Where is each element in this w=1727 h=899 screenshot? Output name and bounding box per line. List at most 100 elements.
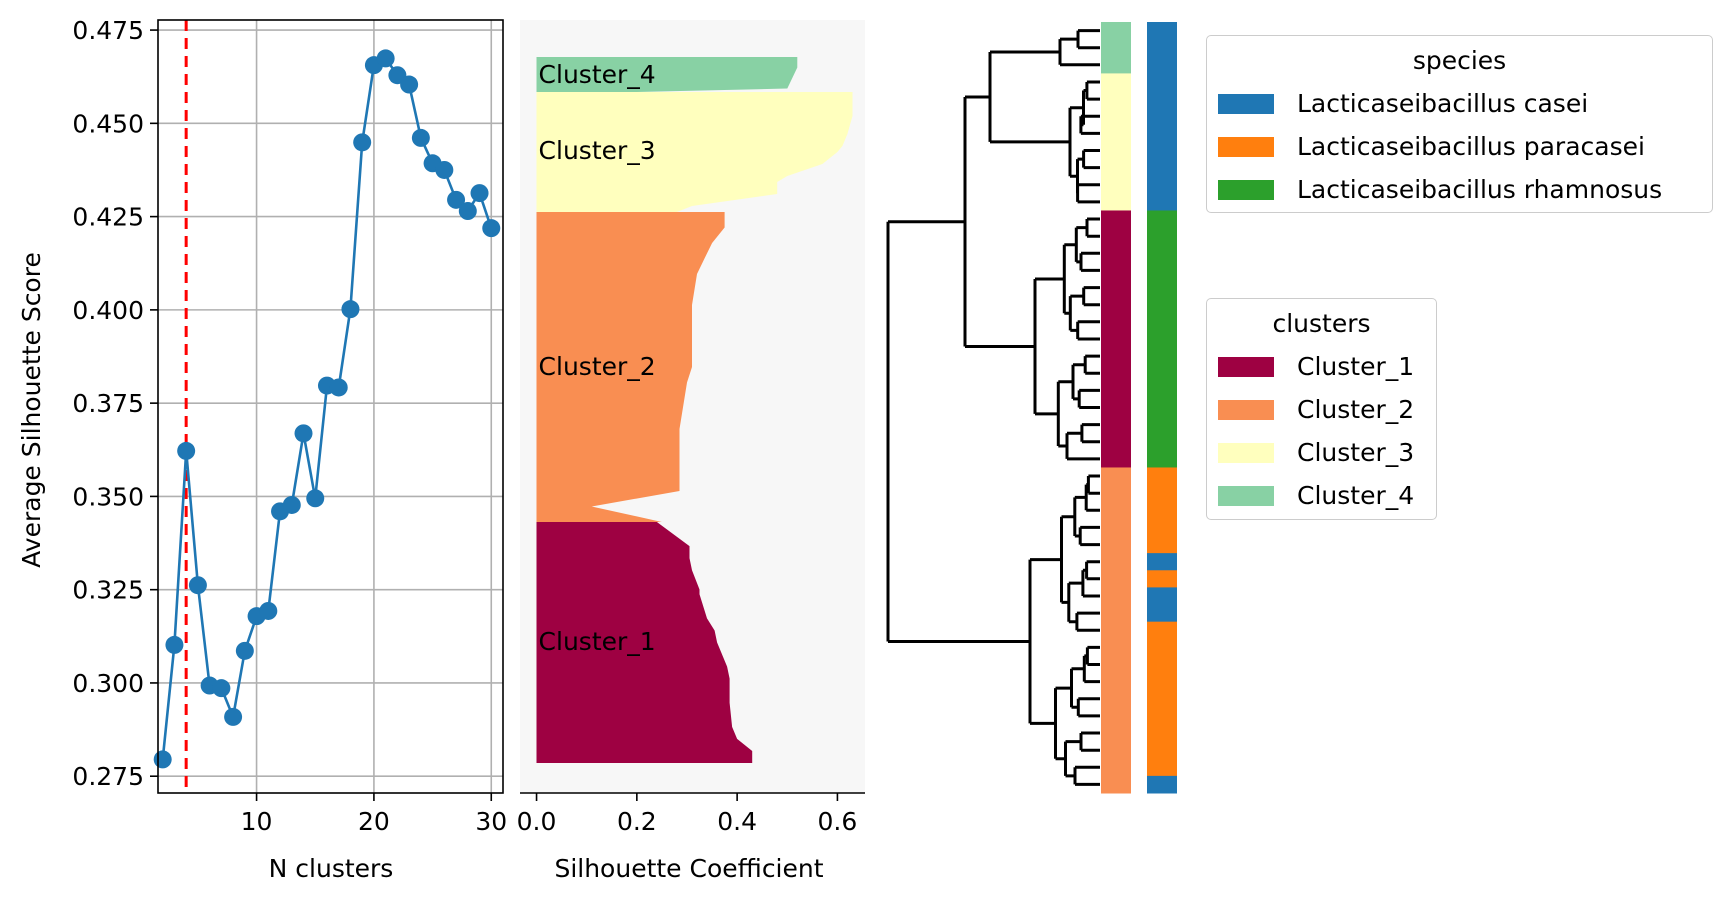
species-bar-segment (1147, 553, 1177, 571)
cluster-profiles: Cluster_1 Cluster_2 Cluster_3 Cluster_4 (536, 57, 853, 763)
data-point (165, 635, 184, 654)
y-tick-label: 0.350 (72, 482, 144, 511)
data-point (458, 202, 477, 221)
legend-swatch (1218, 399, 1274, 420)
y-tick-label: 0.375 (72, 389, 144, 418)
data-point (470, 184, 489, 203)
legend-label: Cluster_3 (1297, 438, 1415, 467)
x-tick-label: 0.0 (517, 807, 557, 836)
data-point (411, 128, 430, 147)
legend-swatch (1218, 356, 1274, 377)
clusters-legend-item: Cluster_4 (1207, 474, 1436, 517)
dendrogram-panel (886, 22, 1177, 794)
species-legend: species Lacticaseibacillus casei Lacticas… (1206, 35, 1713, 213)
clusters-legend: clusters Cluster_1 Cluster_2 Cluster_3 Clus… (1206, 298, 1437, 520)
species-color-bar (1147, 22, 1177, 794)
data-point (482, 219, 501, 238)
silhouette-profile-panel: Cluster_1 Cluster_2 Cluster_3 Cluster_4 0.0… (517, 20, 865, 883)
clusters-legend-title: clusters (1272, 309, 1371, 338)
legend-swatch (1218, 136, 1274, 157)
data-point (177, 441, 196, 460)
data-point (306, 489, 325, 508)
data-point (435, 160, 454, 179)
tick-marks: 0.0 0.2 0.4 0.6 (517, 793, 858, 836)
x-axis-label: Silhouette Coefficient (554, 854, 823, 883)
clusters-legend-item: Cluster_3 (1207, 431, 1436, 474)
data-point (376, 49, 395, 68)
cluster-label: Cluster_1 (539, 627, 656, 656)
y-tick-label: 0.400 (72, 296, 144, 325)
data-point (153, 750, 172, 769)
y-axis-label: Average Silhouette Score (17, 252, 46, 568)
species-legend-item: Lacticaseibacillus paracasei (1207, 125, 1712, 168)
data-point (259, 601, 278, 620)
data-point (294, 424, 313, 443)
cluster-bar-segment (1101, 22, 1131, 74)
data-point (447, 190, 466, 209)
species-bar-segment (1147, 587, 1177, 623)
x-tick-label: 30 (475, 807, 507, 836)
x-tick-label: 0.4 (717, 807, 757, 836)
y-tick-label: 0.300 (72, 669, 144, 698)
cluster-profile-4 (536, 57, 798, 92)
species-legend-title: species (1412, 46, 1507, 75)
cluster-color-bar (1101, 22, 1131, 794)
species-bar-segment (1147, 775, 1177, 794)
y-tick-label: 0.425 (72, 203, 144, 232)
y-tick-label: 0.450 (72, 109, 144, 138)
y-tick-label: 0.275 (72, 762, 144, 791)
legend-label: Lacticaseibacillus rhamnosus (1297, 175, 1663, 204)
x-axis-label: N clusters (269, 854, 394, 883)
axes-frame (157, 19, 504, 794)
cluster-label: Cluster_3 (539, 136, 656, 165)
x-tick-label: 0.2 (617, 807, 657, 836)
data-point (329, 378, 348, 397)
legend-label: Lacticaseibacillus casei (1297, 89, 1589, 118)
species-legend-item: Lacticaseibacillus rhamnosus (1207, 168, 1712, 211)
data-point (353, 133, 372, 152)
legend-swatch (1218, 93, 1274, 114)
legend-label: Cluster_1 (1297, 352, 1415, 381)
legend-label: Cluster_2 (1297, 395, 1415, 424)
species-bar-segment (1147, 210, 1177, 468)
cluster-profile-3 (536, 92, 853, 212)
clusters-legend-item: Cluster_1 (1207, 345, 1436, 388)
data-point (212, 679, 231, 698)
cluster-profile-2 (536, 212, 725, 522)
data-point (400, 75, 419, 94)
data-point (235, 641, 254, 660)
cluster-label: Cluster_2 (539, 352, 656, 381)
species-bar-segment (1147, 621, 1177, 777)
species-bar-segment (1147, 467, 1177, 554)
legend-swatch (1218, 179, 1274, 200)
plot-frame (157, 19, 504, 794)
cluster-bar-segment (1101, 73, 1131, 211)
clusters-legend-item: Cluster_2 (1207, 388, 1436, 431)
species-legend-item: Lacticaseibacillus casei (1207, 82, 1712, 125)
cluster-bar-segment (1101, 467, 1131, 794)
data-point (188, 576, 207, 595)
gridlines (158, 20, 503, 793)
legend-label: Lacticaseibacillus paracasei (1297, 132, 1645, 161)
x-tick-label: 10 (241, 807, 273, 836)
tick-marks: 10 20 30 0.275 0.300 0.325 0.350 0.375 0.400 0.42… (72, 16, 507, 836)
data-point (341, 300, 360, 319)
species-bar-segment (1147, 22, 1177, 211)
legend-label: Cluster_4 (1297, 481, 1415, 510)
cluster-bar-segment (1101, 210, 1131, 468)
species-bar-segment (1147, 570, 1177, 588)
legend-swatch (1218, 442, 1274, 463)
x-tick-label: 0.6 (818, 807, 858, 836)
silhouette-score-panel: 10 20 30 0.275 0.300 0.325 0.350 0.375 0.400 0.42… (17, 16, 507, 883)
dendrogram-tree (886, 29, 1100, 786)
x-tick-label: 20 (358, 807, 390, 836)
y-tick-label: 0.325 (72, 576, 144, 605)
cluster-profile-1 (536, 522, 753, 763)
data-points (153, 49, 501, 769)
legend-swatch (1218, 485, 1274, 506)
data-point (224, 707, 243, 726)
y-tick-label: 0.475 (72, 16, 144, 45)
data-point (282, 495, 301, 514)
cluster-label: Cluster_4 (539, 60, 656, 89)
